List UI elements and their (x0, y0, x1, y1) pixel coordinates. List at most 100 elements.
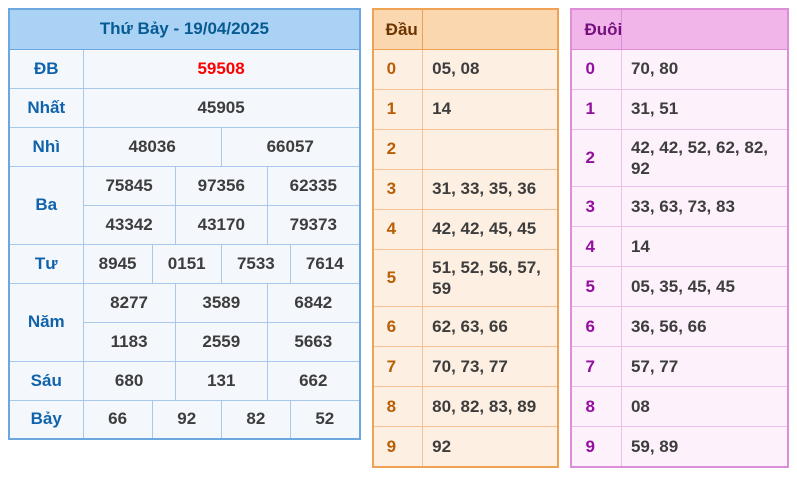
prize-label-nhat: Nhất (8, 87, 84, 128)
table-row: 8 80, 82, 83, 89 (372, 386, 559, 427)
prize-value: 66057 (220, 126, 361, 167)
table-row: 1 14 (372, 88, 559, 130)
table-row: 9 59, 89 (570, 426, 789, 467)
duoi-digit: 6 (570, 306, 622, 347)
prize-label-ba: Ba (8, 165, 84, 245)
prize-value: 6842 (266, 282, 361, 323)
prize-value: 43170 (174, 204, 268, 245)
prize-label-nhi: Nhì (8, 126, 84, 167)
dau-digit: 4 (372, 208, 424, 250)
table-row: Năm 8277 3589 6842 (8, 282, 361, 362)
dau-table: Đầu 0 05, 08 1 14 2 3 31, 33, 35, 36 4 42, 4… (371, 8, 560, 468)
table-row: Nhì 48036 66057 (8, 126, 361, 167)
dau-values: 70, 73, 77 (422, 346, 559, 387)
duoi-values: 70, 80 (620, 48, 789, 90)
table-row: ĐB 59508 (8, 48, 361, 89)
dau-values: 80, 82, 83, 89 (422, 386, 559, 427)
table-row: Bảy 66 92 82 52 (8, 399, 361, 440)
results-header-row: Thứ Bảy - 19/04/2025 (8, 8, 361, 50)
prize-value: 131 (174, 360, 268, 401)
table-row: Ba 75845 97356 62335 (8, 165, 361, 245)
duoi-values: 31, 51 (620, 88, 789, 130)
table-row: Tư 8945 0151 7533 7614 (8, 243, 361, 284)
prize-value: 75845 (82, 165, 176, 206)
prize-label-bay: Bảy (8, 399, 84, 440)
dau-values: 05, 08 (422, 48, 559, 90)
duoi-digit: 2 (570, 128, 622, 187)
results-table: Thứ Bảy - 19/04/2025 ĐB 59508 Nhất 45905… (8, 8, 361, 440)
table-row: Nhất 45905 (8, 87, 361, 128)
dau-digit: 6 (372, 306, 424, 347)
table-row: 9 92 (372, 426, 559, 467)
dau-header-row: Đầu (372, 8, 559, 50)
prize-label-nam: Năm (8, 282, 84, 362)
dau-values: 51, 52, 56, 57, 59 (422, 248, 559, 307)
duoi-digit: 8 (570, 386, 622, 427)
dau-values (422, 128, 559, 170)
dau-digit: 5 (372, 248, 424, 307)
duoi-values: 14 (620, 226, 789, 267)
prize-value: 79373 (266, 204, 361, 245)
prize-value: 66 (82, 399, 153, 440)
prize-value: 662 (266, 360, 361, 401)
table-row: 3 31, 33, 35, 36 (372, 168, 559, 210)
prize-value: 0151 (151, 243, 222, 284)
table-row: 43342 43170 79373 (9, 204, 361, 245)
duoi-values: 05, 35, 45, 45 (620, 266, 789, 307)
prize-value: 8277 (82, 282, 176, 323)
duoi-header-row: Đuôi (570, 8, 789, 50)
dau-values: 42, 42, 45, 45 (422, 208, 559, 250)
duoi-header-spacer (620, 8, 789, 50)
table-row: Sáu 680 131 662 (8, 360, 361, 401)
table-row: 2 (372, 128, 559, 170)
table-row: 3 33, 63, 73, 83 (570, 186, 789, 227)
prize-value: 7614 (289, 243, 361, 284)
prize-value: 43342 (82, 204, 176, 245)
duoi-digit: 7 (570, 346, 622, 387)
table-row: 6 62, 63, 66 (372, 306, 559, 347)
duoi-digit: 5 (570, 266, 622, 307)
table-row: 2 42, 42, 52, 62, 82, 92 (570, 128, 789, 187)
lottery-results-page: Thứ Bảy - 19/04/2025 ĐB 59508 Nhất 45905… (8, 8, 789, 468)
table-row: 7 70, 73, 77 (372, 346, 559, 387)
dau-values: 14 (422, 88, 559, 130)
duoi-values: 59, 89 (620, 426, 789, 467)
table-row: 1 31, 51 (570, 88, 789, 130)
prize-value: 8945 (82, 243, 153, 284)
prize-value-db: 59508 (82, 48, 361, 89)
table-row: 0 70, 80 (570, 48, 789, 90)
table-row: 8 08 (570, 386, 789, 427)
duoi-values: 36, 56, 66 (620, 306, 789, 347)
dau-digit: 2 (372, 128, 424, 170)
prize-value: 52 (289, 399, 361, 440)
prize-value: 97356 (174, 165, 268, 206)
duoi-values: 33, 63, 73, 83 (620, 186, 789, 227)
prize-value: 680 (82, 360, 176, 401)
duoi-digit: 4 (570, 226, 622, 267)
prize-value: 2559 (174, 321, 268, 362)
prize-value: 7533 (220, 243, 291, 284)
dau-digit: 3 (372, 168, 424, 210)
dau-digit: 0 (372, 48, 424, 90)
duoi-values: 42, 42, 52, 62, 82, 92 (620, 128, 789, 187)
prize-value: 5663 (266, 321, 361, 362)
dau-digit: 9 (372, 426, 424, 467)
table-row: 6 36, 56, 66 (570, 306, 789, 347)
prize-value: 62335 (266, 165, 361, 206)
prize-value: 45905 (82, 87, 361, 128)
dau-digit: 7 (372, 346, 424, 387)
dau-values: 92 (422, 426, 559, 467)
table-row: 4 14 (570, 226, 789, 267)
dau-header-spacer (422, 8, 559, 50)
prize-label-sau: Sáu (8, 360, 84, 401)
duoi-digit: 1 (570, 88, 622, 130)
prize-label-db: ĐB (8, 48, 84, 89)
prize-value: 82 (220, 399, 291, 440)
duoi-values: 57, 77 (620, 346, 789, 387)
table-row: 0 05, 08 (372, 48, 559, 90)
prize-value: 1183 (82, 321, 176, 362)
dau-digit: 8 (372, 386, 424, 427)
duoi-digit: 9 (570, 426, 622, 467)
table-row: 5 51, 52, 56, 57, 59 (372, 248, 559, 307)
prize-label-tu: Tư (8, 243, 84, 284)
